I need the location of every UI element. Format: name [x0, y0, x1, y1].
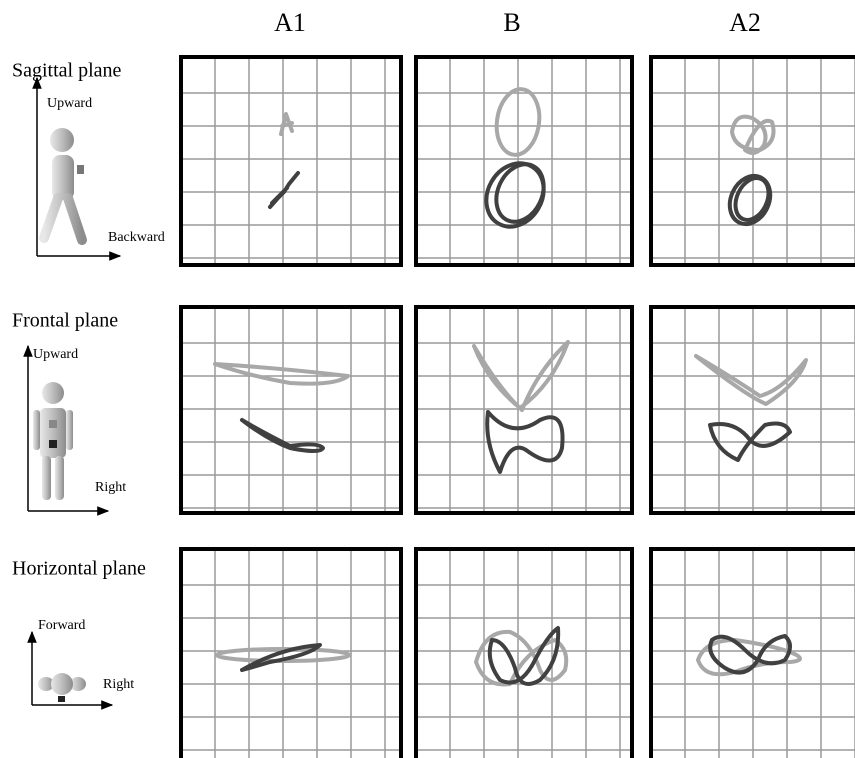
- row-label: Horizontal plane: [12, 558, 146, 580]
- trajectory-light: [694, 354, 808, 406]
- panel-frame: [179, 55, 403, 267]
- trajectory-light: [472, 340, 570, 412]
- frontal-icon: [23, 344, 110, 516]
- panel-frame: [414, 55, 634, 267]
- axis-label: Right: [103, 677, 134, 692]
- column-header: B: [503, 8, 520, 37]
- trajectory-light: [730, 114, 776, 156]
- trajectory-dark: [268, 171, 300, 209]
- trajectory-dark: [733, 176, 771, 222]
- panel-grids: [179, 55, 855, 758]
- panel-frame: [649, 547, 855, 758]
- trajectory-light: [494, 87, 542, 157]
- axis-label: Backward: [108, 230, 165, 245]
- row-label: Sagittal plane: [12, 60, 122, 82]
- trajectory-dark: [240, 643, 322, 672]
- row-label: Frontal plane: [12, 310, 118, 332]
- column-header: A2: [729, 8, 761, 37]
- sagittal-icon: [32, 76, 122, 261]
- trajectory-dark: [708, 634, 792, 675]
- panel-frame: [649, 55, 855, 267]
- axis-label: Forward: [38, 618, 85, 633]
- panel-frame: [179, 305, 403, 515]
- column-header: A1: [274, 8, 306, 37]
- trajectory-dark: [708, 421, 792, 462]
- panel-frame: [414, 547, 634, 758]
- trajectories: [213, 87, 808, 687]
- horizontal-icon: [27, 630, 114, 710]
- panel-frame: [414, 305, 634, 515]
- trajectory-dark: [485, 410, 565, 474]
- trajectory-dark: [240, 418, 325, 453]
- trajectory-dark: [487, 626, 561, 686]
- axis-label: Upward: [47, 96, 92, 111]
- axis-label: Right: [95, 480, 126, 495]
- axis-label: Upward: [33, 347, 78, 362]
- trajectory-light: [213, 362, 350, 386]
- panel-frame: [179, 547, 403, 758]
- trajectory-light: [279, 112, 294, 136]
- trajectory-dark: [494, 162, 546, 224]
- panel-frame: [649, 305, 855, 515]
